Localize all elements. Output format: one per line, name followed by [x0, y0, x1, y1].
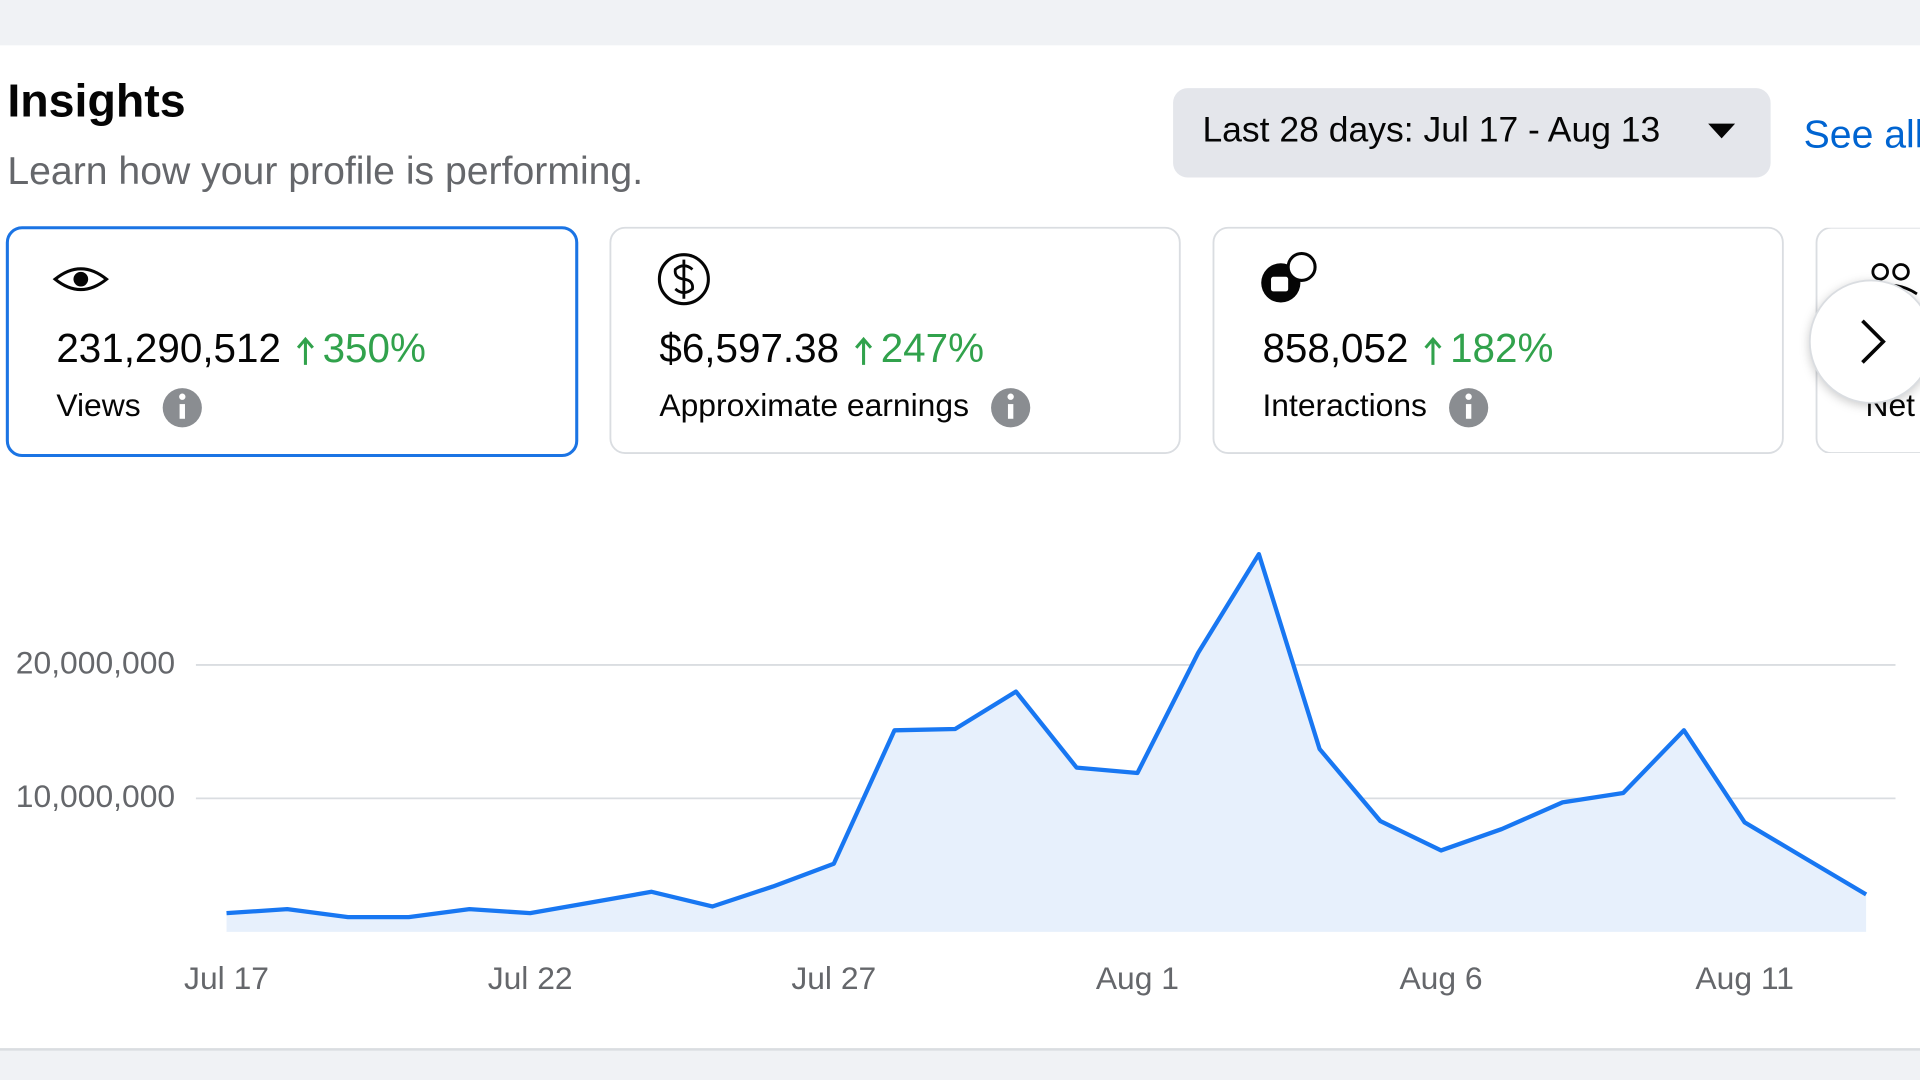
card-value: 858,052: [1262, 325, 1408, 371]
eye-icon: [52, 267, 109, 292]
card-change: 247%: [881, 325, 984, 371]
x-tick-label: Aug 1: [1096, 960, 1179, 996]
info-dot: [1465, 393, 1472, 400]
up-arrow: [1424, 336, 1442, 365]
info-i: [1007, 404, 1014, 419]
reaction-icon-2: [1286, 251, 1317, 282]
x-tick-label: Aug 6: [1399, 960, 1482, 996]
dropdown-caret[interactable]: [1708, 123, 1736, 139]
card-change: 182%: [1450, 325, 1553, 371]
info-i: [1465, 404, 1472, 419]
dollar-icon: [657, 253, 710, 306]
date-range-button[interactable]: [1173, 88, 1771, 178]
subtitle: Learn how your profile is performing.: [7, 150, 643, 193]
x-tick-label: Aug 11: [1695, 960, 1794, 996]
x-tick-label: Jul 17: [184, 960, 269, 996]
card-value: 231,290,512: [56, 325, 281, 371]
eye-pupil: [73, 271, 89, 287]
next-button[interactable]: [1808, 279, 1920, 404]
card-frame[interactable]: [5, 226, 579, 458]
metric-card[interactable]: 858,052 182% Interactions: [1212, 226, 1784, 454]
card-value: $6,597.38: [659, 325, 839, 371]
x-tick-label: Jul 22: [488, 960, 573, 996]
x-tick-label: Jul 27: [791, 960, 876, 996]
thumb: [1271, 276, 1289, 292]
dollar-sign: [673, 259, 694, 299]
metric-cards: 231,290,512 350% Views $6,597.38 247% Approxi…: [5, 226, 1920, 458]
y-tick-label: 10,000,000: [16, 778, 175, 814]
title: Insights: [7, 74, 185, 126]
next-chevron[interactable]: [1861, 319, 1886, 364]
y-tick-label: 20,000,000: [16, 644, 175, 680]
see-all-link[interactable]: See all: [1804, 113, 1920, 156]
card-change: 350%: [323, 325, 426, 371]
info-dot: [179, 393, 186, 400]
info-i: [179, 404, 185, 419]
card-frame[interactable]: [1212, 226, 1784, 454]
metric-card[interactable]: $6,597.38 247% Approximate earnings: [609, 226, 1181, 454]
info-dot: [1007, 393, 1014, 400]
card-label: Interactions: [1262, 387, 1427, 423]
views-chart: 10,000,000 20,000,000 Jul 17 Jul 22 Jul 27 Au…: [16, 551, 1896, 996]
line: [226, 551, 1868, 920]
up-arrow: [296, 336, 314, 365]
up-arrow: [855, 336, 873, 365]
date-range-label[interactable]: Last 28 days: Jul 17 - Aug 13: [1202, 110, 1660, 150]
area: [226, 554, 1867, 932]
card-label: Approximate earnings: [659, 387, 969, 423]
metric-card[interactable]: 231,290,512 350% Views: [5, 226, 579, 458]
people-icon: [1871, 263, 1889, 281]
people-icon-2: [1892, 263, 1910, 281]
card-label: Views: [56, 387, 140, 423]
card-frame[interactable]: [609, 226, 1181, 454]
